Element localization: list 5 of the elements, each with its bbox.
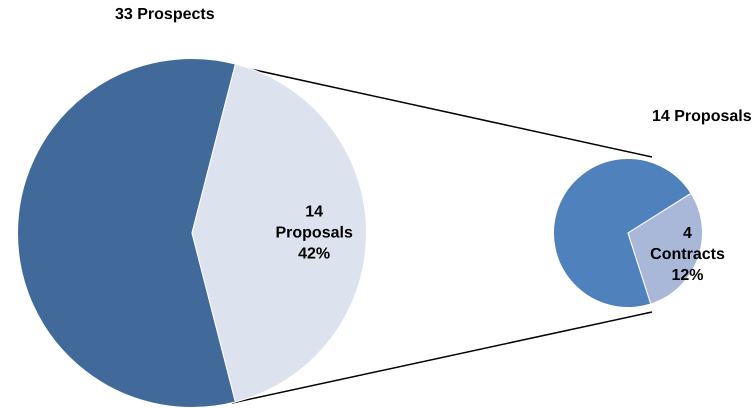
data-label: 42%	[298, 245, 330, 262]
chart-title: 14 Proposals	[652, 108, 752, 126]
slice-label: 4 Contracts 12%	[650, 225, 725, 284]
slice-label: 14 Proposals	[275, 203, 353, 242]
chart-title: 33 Prospects	[115, 6, 215, 24]
